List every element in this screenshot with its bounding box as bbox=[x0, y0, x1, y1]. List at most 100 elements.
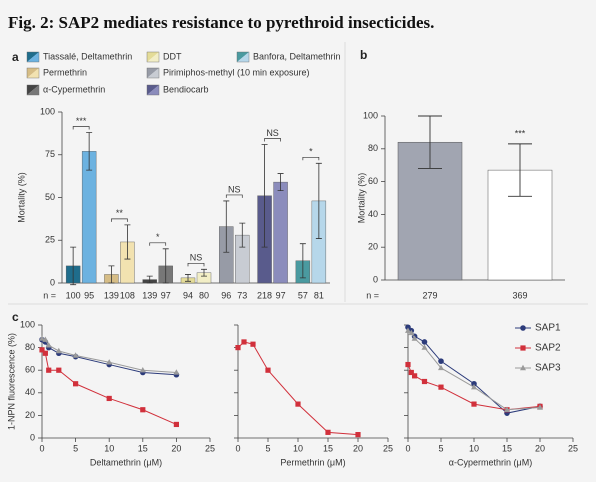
error-bar bbox=[299, 243, 306, 279]
n-value: 73 bbox=[237, 290, 247, 300]
error-bar bbox=[162, 248, 169, 284]
y-tick-label: 80 bbox=[25, 342, 35, 352]
data-point bbox=[438, 384, 444, 390]
data-point bbox=[471, 383, 477, 390]
x-tick-label: 20 bbox=[353, 443, 363, 453]
error-bar bbox=[70, 246, 77, 286]
y-tick-label: 100 bbox=[363, 110, 378, 120]
legend-swatch-border bbox=[26, 51, 40, 63]
n-value: 279 bbox=[422, 290, 437, 300]
data-point bbox=[72, 352, 79, 358]
x-tick-label: 0 bbox=[405, 443, 410, 453]
significance: NS bbox=[266, 128, 279, 138]
legend-label: DDT bbox=[163, 51, 182, 61]
data-point bbox=[405, 327, 411, 333]
legend-label: Permethrin bbox=[43, 67, 87, 77]
y-tick-label: 0 bbox=[30, 432, 35, 442]
data-point bbox=[355, 432, 361, 438]
x-tick-label: 10 bbox=[293, 443, 303, 453]
error-bar bbox=[185, 274, 191, 282]
legend-label: SAP1 bbox=[535, 323, 561, 334]
legend-swatch bbox=[27, 85, 39, 95]
x-tick-label: 5 bbox=[265, 443, 270, 453]
y-tick-label: 40 bbox=[368, 209, 378, 219]
panel-label: b bbox=[360, 48, 367, 62]
significance: NS bbox=[228, 184, 241, 194]
x-tick-label: 5 bbox=[438, 443, 443, 453]
n-value: 218 bbox=[257, 290, 272, 300]
data-point bbox=[421, 339, 428, 345]
significance: NS bbox=[190, 253, 203, 263]
x-tick-label: 20 bbox=[535, 443, 545, 453]
n-value: 108 bbox=[120, 290, 135, 300]
data-point bbox=[504, 406, 510, 412]
y-tick-label: 60 bbox=[25, 365, 35, 375]
n-value: 97 bbox=[276, 290, 286, 300]
data-point bbox=[295, 401, 301, 407]
legend-label: Banfora, Deltamethrin bbox=[253, 51, 341, 61]
bar bbox=[81, 151, 97, 284]
x-tick-label: 25 bbox=[205, 443, 215, 453]
x-axis-label: Deltamethrin (μM) bbox=[90, 457, 162, 467]
significance-bracket bbox=[264, 138, 281, 142]
data-point bbox=[42, 336, 49, 342]
significance: ** bbox=[116, 208, 124, 218]
data-point bbox=[173, 421, 179, 428]
legend-label: SAP2 bbox=[535, 343, 561, 354]
legend-marker bbox=[520, 325, 526, 331]
x-tick-label: 10 bbox=[469, 443, 479, 453]
error-bar bbox=[277, 173, 284, 192]
legend-swatch-border bbox=[26, 67, 40, 79]
data-point bbox=[438, 364, 444, 371]
panel-label: c bbox=[12, 310, 19, 324]
n-value: 100 bbox=[66, 290, 81, 300]
data-point bbox=[408, 369, 414, 376]
error-bar bbox=[239, 222, 246, 248]
legend-swatch bbox=[27, 52, 39, 62]
legend-label: Tiassalé, Deltamethrin bbox=[43, 51, 132, 61]
data-point bbox=[265, 367, 271, 373]
significance: * bbox=[156, 232, 160, 242]
n-label: n = bbox=[366, 290, 379, 300]
significance: * bbox=[309, 147, 313, 157]
n-value: 94 bbox=[183, 290, 193, 300]
x-tick-label: 5 bbox=[73, 443, 78, 453]
significance: *** bbox=[515, 128, 526, 138]
legend-swatch bbox=[147, 68, 159, 78]
legend-swatch bbox=[147, 85, 159, 95]
data-point bbox=[46, 367, 52, 373]
error-bar bbox=[261, 144, 268, 248]
significance-bracket bbox=[187, 262, 205, 267]
data-point bbox=[411, 335, 418, 341]
significance-bracket bbox=[72, 126, 90, 130]
y-tick-label: 100 bbox=[40, 106, 55, 116]
y-tick-label: 20 bbox=[25, 410, 35, 420]
significance-bracket bbox=[225, 194, 243, 198]
data-point bbox=[39, 335, 45, 341]
data-point bbox=[55, 347, 62, 354]
x-tick-label: 15 bbox=[502, 443, 512, 453]
x-tick-label: 20 bbox=[171, 443, 181, 453]
data-point bbox=[421, 378, 428, 385]
error-bar bbox=[508, 143, 532, 197]
n-value: 97 bbox=[161, 290, 171, 300]
data-point bbox=[412, 373, 418, 379]
error-bar bbox=[315, 162, 322, 239]
series-line bbox=[41, 349, 177, 425]
y-tick-label: 40 bbox=[25, 387, 35, 397]
data-point bbox=[106, 359, 113, 365]
x-tick-label: 25 bbox=[383, 443, 393, 453]
x-tick-label: 10 bbox=[104, 443, 114, 453]
y-tick-label: 80 bbox=[368, 143, 378, 153]
legend-swatch bbox=[237, 52, 249, 62]
data-point bbox=[241, 339, 247, 345]
data-point bbox=[405, 361, 411, 368]
data-point bbox=[235, 345, 241, 351]
n-label: n = bbox=[43, 290, 56, 300]
legend-swatch-border bbox=[146, 67, 160, 79]
n-value: 80 bbox=[199, 290, 209, 300]
x-tick-label: 15 bbox=[138, 443, 148, 453]
legend-marker bbox=[520, 345, 526, 351]
error-bar bbox=[108, 265, 115, 284]
